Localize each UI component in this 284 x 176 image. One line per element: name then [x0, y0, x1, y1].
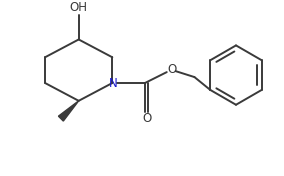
Text: OH: OH: [70, 1, 88, 14]
Polygon shape: [59, 101, 79, 121]
Text: O: O: [142, 112, 152, 125]
Text: N: N: [109, 77, 118, 90]
Text: O: O: [167, 63, 176, 76]
